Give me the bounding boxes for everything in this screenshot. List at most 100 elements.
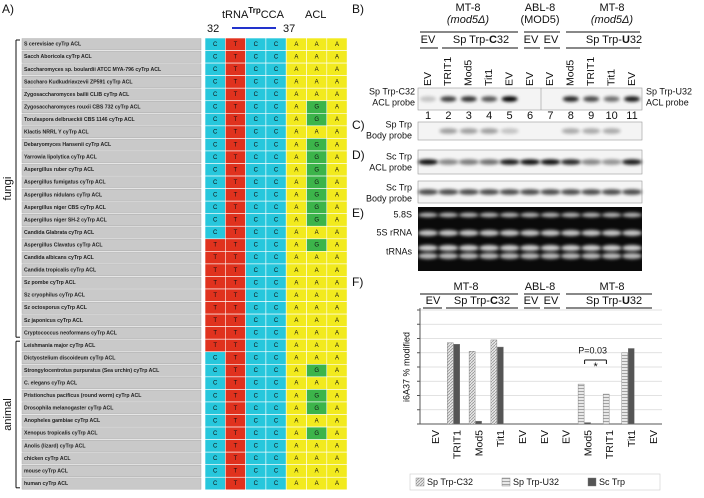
- base: C: [213, 481, 218, 487]
- base: C: [274, 406, 279, 412]
- construct-text: EV: [426, 295, 441, 307]
- header-trna: tRNATrpCCA: [222, 6, 285, 21]
- band: [601, 189, 622, 195]
- construct-base: C: [489, 34, 497, 46]
- species-name: Zygosaccharomyces bailii CLIB cyTrp ACL: [24, 92, 130, 98]
- base: C: [274, 381, 279, 387]
- legend-swatch: [415, 477, 425, 487]
- base: C: [254, 54, 259, 60]
- genotype: (mod5Δ): [447, 14, 490, 26]
- lane-number: 2: [445, 110, 451, 122]
- gel-band: [601, 212, 622, 218]
- probe-label: Sp Trp: [385, 119, 412, 129]
- gel-band: [601, 253, 622, 259]
- group-label: fungi: [2, 177, 14, 201]
- base: A: [315, 305, 319, 311]
- base: A: [294, 469, 298, 475]
- name-box: [21, 50, 202, 63]
- base: C: [254, 343, 259, 349]
- gel-band: [458, 230, 479, 236]
- band: [458, 159, 479, 165]
- construct-base: C: [490, 295, 498, 307]
- species-name: human cyTrp ACL: [24, 481, 69, 487]
- base: A: [315, 469, 319, 475]
- name-box: [21, 264, 202, 277]
- base: A: [294, 92, 298, 98]
- probe-right: Sp Trp-U32: [646, 86, 692, 96]
- base: A: [335, 255, 339, 261]
- gel-band: [479, 230, 500, 236]
- base: A: [315, 293, 319, 299]
- base: A: [335, 293, 339, 299]
- strain: MT-8: [599, 2, 624, 14]
- band: [622, 189, 642, 195]
- base: C: [254, 105, 259, 111]
- base: G: [314, 368, 319, 374]
- base: C: [213, 368, 218, 374]
- base: A: [315, 54, 319, 60]
- band: [602, 128, 621, 134]
- band: [561, 128, 580, 134]
- base: C: [254, 356, 259, 362]
- base: T: [234, 331, 238, 337]
- band: [500, 128, 519, 134]
- strain: MT-8: [453, 281, 478, 293]
- base: G: [314, 218, 319, 224]
- base: A: [335, 130, 339, 136]
- name-box: [21, 226, 202, 239]
- base: C: [254, 280, 259, 286]
- base-cell: [326, 476, 348, 491]
- name-box: [21, 101, 202, 113]
- base: C: [274, 393, 279, 399]
- band: [520, 189, 540, 195]
- species-name: Sz octosporus cyTrp ACL: [24, 305, 88, 311]
- construct-text: EV: [524, 295, 539, 307]
- base: C: [254, 218, 259, 224]
- base: C: [213, 469, 218, 475]
- gel-band: [581, 230, 602, 236]
- gel-band: [560, 230, 581, 236]
- base: A: [335, 117, 339, 123]
- gel-band: [418, 230, 438, 236]
- base: C: [254, 456, 259, 462]
- legend-swatch: [501, 477, 511, 487]
- base: C: [274, 205, 279, 211]
- genotype: (MOD5): [520, 14, 559, 26]
- gel-band: [622, 253, 642, 259]
- base: C: [254, 268, 259, 274]
- base: A: [294, 443, 298, 449]
- base: A: [294, 343, 298, 349]
- base: T: [234, 381, 238, 387]
- base: T: [234, 205, 238, 211]
- gel-band: [560, 245, 581, 251]
- base: T: [234, 268, 238, 274]
- base: C: [254, 368, 259, 374]
- name-box: [21, 126, 202, 139]
- base: A: [294, 54, 298, 60]
- lane-number: 10: [605, 110, 617, 122]
- base: A: [315, 356, 319, 362]
- band: [603, 96, 620, 102]
- base: A: [315, 481, 319, 487]
- species-name: Sacch Aboricola cyTrp ACL: [24, 54, 92, 60]
- gel-band: [479, 253, 500, 259]
- base: C: [274, 105, 279, 111]
- construct-suffix: 32: [498, 295, 510, 307]
- x-tick-label: TRIT1: [452, 430, 464, 459]
- strain: MT-8: [455, 2, 480, 14]
- base: T: [213, 343, 217, 349]
- base: T: [234, 142, 238, 148]
- legend-label: Sp Trp-U32: [513, 477, 559, 487]
- construct-text: EV: [421, 34, 436, 46]
- lane-label: Tit1: [483, 69, 495, 86]
- base: A: [335, 155, 339, 161]
- construct: EV: [544, 34, 559, 46]
- construct: EV: [421, 34, 436, 46]
- base: A: [315, 268, 319, 274]
- base: A: [335, 356, 339, 362]
- base: T: [234, 192, 238, 198]
- gel: [418, 207, 642, 271]
- trna: tRNA: [222, 9, 249, 21]
- name-box: [21, 163, 202, 176]
